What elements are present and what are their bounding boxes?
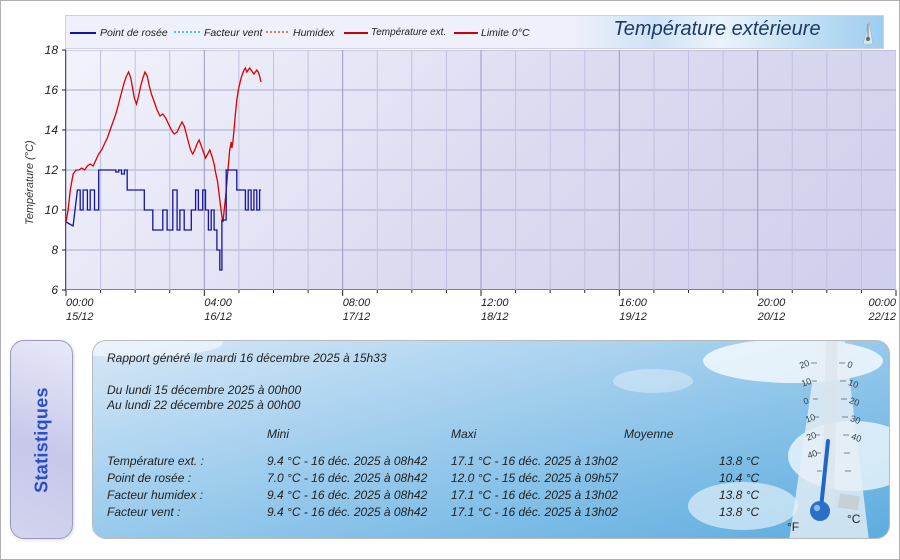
svg-text:12:00: 12:00	[481, 297, 509, 309]
svg-text:10: 10	[45, 203, 59, 217]
svg-text:20: 20	[798, 358, 811, 371]
svg-text:°C: °C	[847, 512, 861, 526]
svg-text:18: 18	[45, 43, 59, 57]
svg-text:6: 6	[51, 283, 58, 297]
svg-text:16:00: 16:00	[619, 297, 647, 309]
svg-text:18/12: 18/12	[481, 311, 509, 323]
svg-text:°F: °F	[787, 520, 799, 534]
svg-text:10: 10	[800, 376, 813, 389]
svg-text:15/12: 15/12	[66, 311, 94, 323]
svg-text:19/12: 19/12	[619, 311, 647, 323]
svg-text:22/12: 22/12	[867, 311, 896, 323]
svg-text:12: 12	[45, 163, 59, 177]
svg-text:00:00: 00:00	[868, 297, 896, 309]
svg-text:17/12: 17/12	[343, 311, 371, 323]
svg-text:20/12: 20/12	[757, 311, 786, 323]
svg-text:20:00: 20:00	[757, 297, 786, 309]
svg-text:16: 16	[45, 83, 59, 97]
svg-text:16/12: 16/12	[204, 311, 232, 323]
svg-text:00:00: 00:00	[66, 297, 94, 309]
svg-text:14: 14	[45, 123, 59, 137]
svg-text:04:00: 04:00	[204, 297, 232, 309]
svg-text:8: 8	[51, 243, 58, 257]
svg-text:08:00: 08:00	[343, 297, 371, 309]
svg-text:0: 0	[802, 396, 810, 407]
